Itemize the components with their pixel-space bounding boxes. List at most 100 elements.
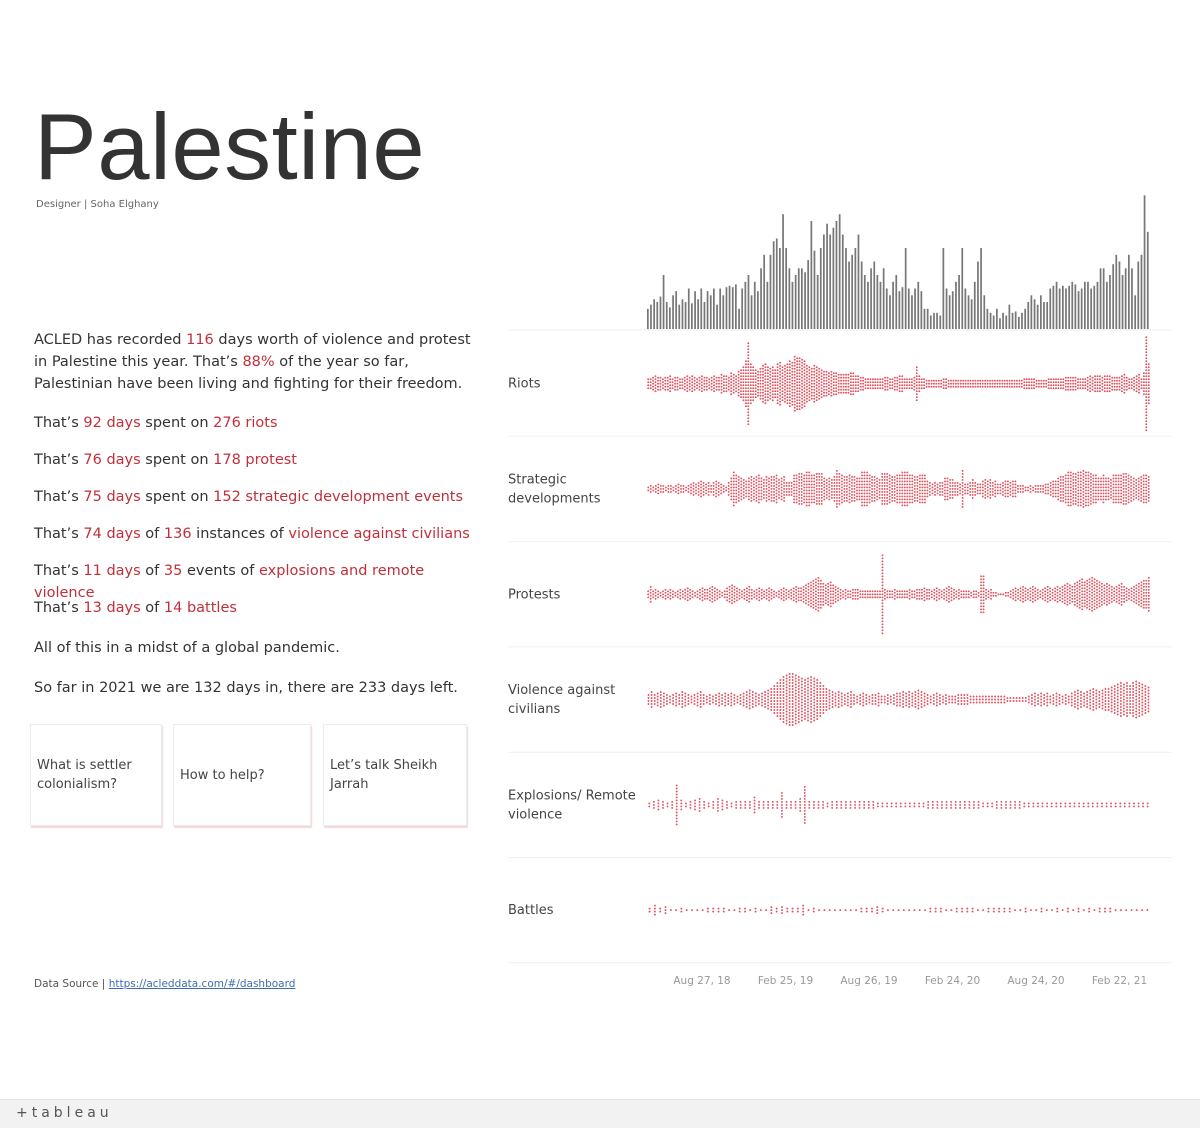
event-dot: [819, 715, 821, 717]
event-dot: [1117, 687, 1119, 689]
event-dot: [1075, 473, 1077, 475]
event-dot: [1022, 586, 1024, 588]
event-dot: [651, 691, 653, 693]
data-source-link[interactable]: https://acleddata.com/#/dashboard: [109, 978, 296, 990]
event-dot: [887, 383, 889, 385]
event-dot: [1089, 593, 1091, 595]
event-dot: [740, 694, 742, 696]
event-dot: [728, 488, 730, 490]
daily-bar: [886, 289, 888, 330]
event-dot: [796, 489, 798, 491]
event-dot: [828, 381, 830, 383]
event-dot: [1120, 697, 1122, 699]
event-dot: [962, 383, 964, 385]
event-dot: [762, 386, 764, 388]
event-dot: [745, 492, 747, 494]
event-dot: [846, 494, 848, 496]
event-dot: [828, 393, 830, 395]
event-dot: [1096, 601, 1098, 603]
event-dot: [917, 708, 919, 710]
event-dot: [1128, 483, 1130, 485]
event-dot: [813, 714, 815, 716]
event-dot: [772, 375, 774, 377]
event-dot: [901, 390, 903, 392]
event-dot: [1031, 697, 1033, 699]
event-dot: [926, 383, 928, 385]
event-dot: [1110, 494, 1112, 496]
event-dot: [820, 592, 822, 594]
event-dot: [713, 491, 715, 493]
event-dot: [1141, 714, 1143, 716]
event-dot: [869, 474, 871, 476]
event-dot: [1099, 584, 1101, 586]
event-dot: [924, 705, 926, 707]
event-dot: [786, 488, 788, 490]
event-dot: [733, 389, 735, 391]
event-dot: [1016, 386, 1018, 388]
event-dot: [890, 696, 892, 698]
event-dot: [1072, 383, 1074, 385]
event-dot: [1094, 381, 1096, 383]
event-dot: [905, 702, 907, 704]
event-dot: [1077, 381, 1079, 383]
event-dot: [1080, 477, 1082, 479]
event-dot: [798, 497, 800, 499]
event-dot: [951, 593, 953, 595]
event-dot: [667, 377, 669, 379]
event-dot: [1046, 696, 1048, 698]
event-dot: [1080, 697, 1082, 699]
event-dot: [734, 595, 736, 597]
event-dot: [703, 482, 705, 484]
event-dot: [919, 483, 921, 485]
event-dot: [796, 408, 798, 410]
event-dot: [804, 709, 806, 711]
event-dot: [976, 702, 978, 704]
event-dot: [790, 598, 792, 600]
event-dot: [747, 408, 749, 410]
event-dot: [735, 495, 737, 497]
event-dot: [803, 592, 805, 594]
event-dot: [776, 706, 778, 708]
event-dot: [648, 700, 650, 702]
event-dot: [804, 387, 806, 389]
event-dot: [815, 599, 817, 601]
card-settler-colonialism[interactable]: What is settler colonialism?: [30, 724, 162, 826]
event-dot: [918, 378, 920, 380]
event-dot: [768, 483, 770, 485]
event-dot: [894, 500, 896, 502]
event-dot: [721, 592, 723, 594]
event-dot: [899, 699, 901, 701]
event-dot: [854, 491, 856, 493]
event-dot: [984, 491, 986, 493]
event-dot: [1125, 479, 1127, 481]
event-dot: [796, 495, 798, 497]
card-how-to-help[interactable]: How to help?: [173, 724, 311, 826]
event-dot: [906, 486, 908, 488]
event-dot: [783, 482, 785, 484]
event-dot: [776, 483, 778, 485]
event-dot: [1089, 584, 1091, 586]
event-dot: [1072, 380, 1074, 382]
event-dot: [833, 372, 835, 374]
event-dot: [818, 389, 820, 391]
event-dot: [1062, 488, 1064, 490]
event-dot: [874, 596, 876, 598]
event-dot: [766, 589, 768, 591]
event-dot: [822, 604, 824, 606]
card-sheikh-jarrah[interactable]: Let’s talk Sheikh Jarrah: [323, 724, 467, 826]
event-dot: [833, 488, 835, 490]
event-dot: [891, 387, 893, 389]
event-dot: [882, 599, 884, 601]
event-dot: [1108, 590, 1110, 592]
event-dot: [818, 395, 820, 397]
event-dot: [891, 482, 893, 484]
event-dot: [738, 494, 740, 496]
event-dot: [803, 501, 805, 503]
event-dot: [994, 486, 996, 488]
event-dot: [793, 483, 795, 485]
event-dot: [1043, 694, 1045, 696]
event-dot: [709, 697, 711, 699]
event-dot: [901, 480, 903, 482]
event-dot: [1075, 494, 1077, 496]
event-dot: [657, 702, 659, 704]
